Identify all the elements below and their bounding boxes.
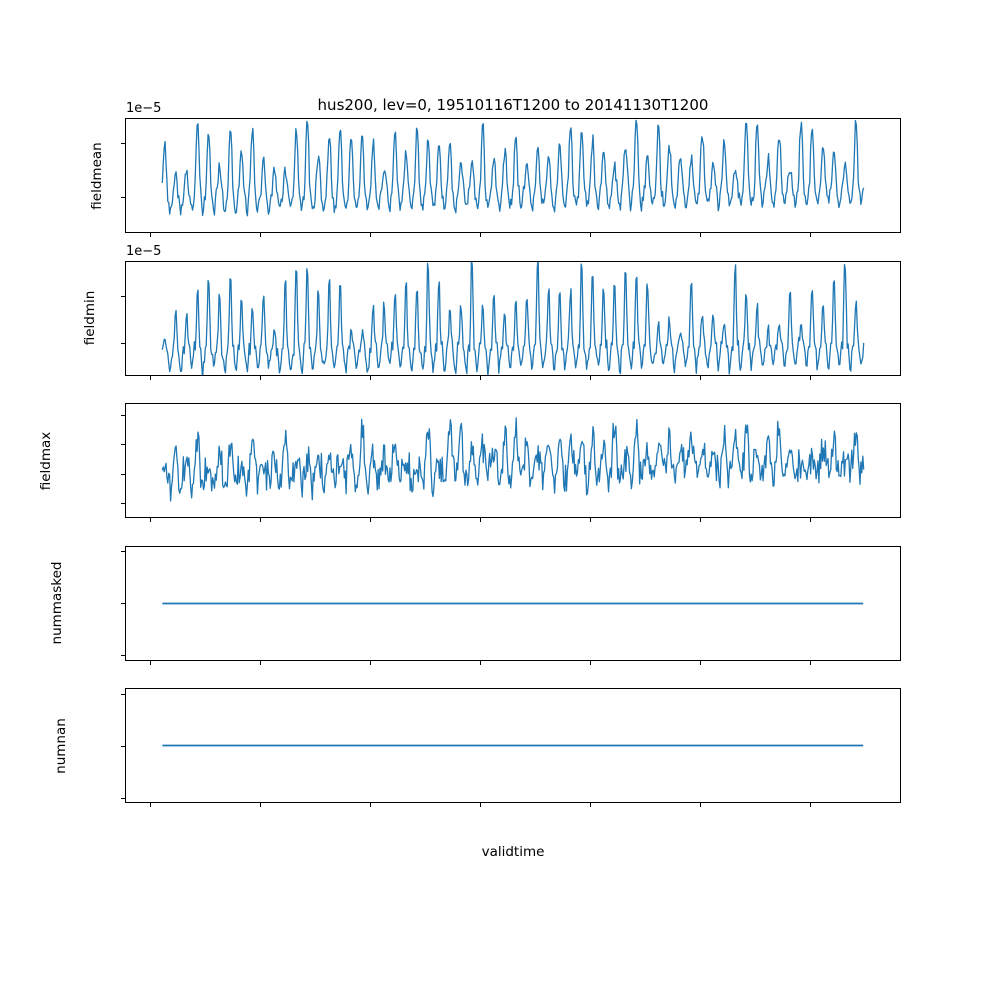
subplot-fieldmax <box>125 403 901 518</box>
y-axis-offset-text: 1e−5 <box>126 243 162 259</box>
y-tickmark <box>121 444 125 446</box>
y-tickmark <box>121 503 125 505</box>
x-tickmark <box>150 375 151 380</box>
x-tickmark <box>480 375 481 380</box>
y-axis-label-fieldmax: fieldmax <box>38 431 54 490</box>
x-tickmark <box>150 233 151 237</box>
y-tickmark <box>121 745 125 747</box>
x-tickmark <box>480 233 481 237</box>
x-tickmark <box>590 803 591 807</box>
y-tickmark <box>121 196 125 198</box>
x-tickmark <box>150 803 151 807</box>
y-axis-label-nummasked: nummasked <box>49 561 65 645</box>
x-tickmark <box>150 660 151 665</box>
x-tickmark <box>260 233 261 237</box>
x-tickmark <box>700 660 701 665</box>
y-tickmark <box>121 473 125 475</box>
y-axis-label-fieldmin: fieldmin <box>82 290 98 346</box>
x-tickmark <box>260 518 261 522</box>
y-tickmark <box>121 143 125 144</box>
data-line-numnan <box>162 744 864 747</box>
x-tickmark <box>480 518 481 522</box>
y-axis-label-numnan: numnan <box>53 717 69 774</box>
subplot-fieldmin <box>125 260 901 376</box>
x-tickmark <box>480 660 481 665</box>
y-tickmark <box>121 551 125 552</box>
x-tickmark <box>260 375 261 380</box>
data-line-fieldmax <box>161 417 865 502</box>
subplot-nummasked <box>125 545 901 661</box>
y-tickmark <box>121 342 125 344</box>
x-tickmark <box>260 660 261 665</box>
data-line-nummasked <box>162 602 864 604</box>
x-tickmark <box>810 660 811 665</box>
y-tickmark <box>121 655 125 656</box>
x-tickmark <box>370 803 371 807</box>
x-tickmark <box>370 660 371 665</box>
x-tickmark <box>370 518 371 522</box>
figure-title: hus200, lev=0, 19510116T1200 to 20141130… <box>317 96 709 114</box>
x-tickmark <box>810 375 811 380</box>
x-axis-label: validtime <box>481 844 545 860</box>
x-tickmark <box>370 233 371 237</box>
y-tickmark <box>121 797 125 799</box>
x-tickmark <box>590 660 591 665</box>
x-tickmark <box>700 518 701 522</box>
x-tickmark <box>700 375 701 380</box>
x-tickmark <box>370 375 371 380</box>
data-line-fieldmean <box>161 119 865 217</box>
x-tickmark <box>590 518 591 522</box>
x-tickmark <box>700 803 701 807</box>
x-tickmark <box>150 518 151 522</box>
x-tickmark <box>480 803 481 807</box>
subplot-fieldmean <box>125 118 901 233</box>
y-axis-label-fieldmean: fieldmean <box>89 141 105 210</box>
y-axis-offset-text: 1e−5 <box>126 101 162 116</box>
x-tickmark <box>260 803 261 807</box>
subplot-numnan <box>125 688 901 803</box>
y-tickmark <box>121 296 125 297</box>
y-tickmark <box>121 603 125 604</box>
x-tickmark <box>810 803 811 807</box>
x-tickmark <box>810 233 811 237</box>
y-tickmark <box>121 693 125 695</box>
y-tickmark <box>121 414 125 416</box>
x-tickmark <box>590 375 591 380</box>
x-tickmark <box>700 233 701 237</box>
x-tickmark <box>590 233 591 237</box>
x-tickmark <box>810 518 811 522</box>
data-line-fieldmin <box>161 261 865 375</box>
